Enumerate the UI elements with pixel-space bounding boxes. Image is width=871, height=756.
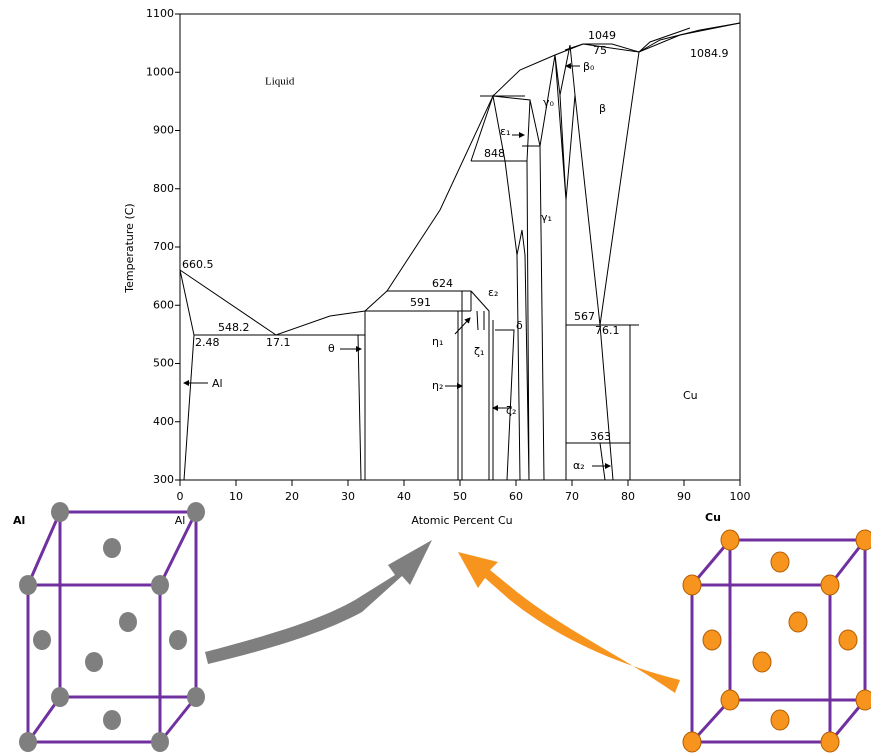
labels: 300 400 500 600 700 800 900 1000 1100 0 10 20 30 40 50… [13,7,751,527]
element-label: Cu [705,511,721,524]
x-tick-label: 0 [177,490,184,503]
annotation: θ [328,342,335,355]
annotation: Cu [683,389,698,402]
x-tick-label: 20 [285,490,299,503]
al-arrow [205,540,432,664]
x-tick-label: 80 [621,490,635,503]
annotation: 548.2 [218,321,250,334]
annotation: δ [516,319,523,332]
annotation: η₂ [432,379,443,392]
annotation: 567 [574,310,595,323]
y-tick-label: 500 [153,357,174,370]
x-end-label: Al [175,514,186,527]
annotation: Liquid [265,76,295,88]
y-tick-label: 1100 [146,7,174,20]
intermetallic-boundaries [458,45,639,480]
annotation: 848 [484,147,505,160]
theta-phase [358,311,365,480]
x-tick-label: 30 [341,490,355,503]
annotation: 624 [432,277,453,290]
annotation: 1084.9 [690,47,729,60]
y-tick-label: 300 [153,473,174,486]
y-tick-label: 600 [153,298,174,311]
x-tick-label: 60 [509,490,523,503]
annotation: γ₁ [541,211,552,224]
annotation: γ₀ [543,96,555,109]
page: 300 400 500 600 700 800 900 1000 1100 0 10 20 30 40 50… [0,0,871,756]
x-tick-label: 100 [730,490,751,503]
y-tick-label: 400 [153,415,174,428]
x-axis-label: Atomic Percent Cu [411,514,512,527]
annotation: 1049 [588,29,616,42]
annotation: ε₂ [488,286,498,299]
annotation: β₀ [583,60,595,73]
annotation: α₂ [573,459,585,472]
annotation: 660.5 [182,258,214,271]
y-tick-label: 700 [153,240,174,253]
y-tick-label: 900 [153,124,174,137]
annotation: 363 [590,430,611,443]
x-tick-label: 70 [565,490,579,503]
x-tick-label: 90 [677,490,691,503]
annotation: ζ₂ [506,404,516,417]
annotation: Al [212,377,223,390]
plot-frame [180,14,740,480]
annotation: ε₁ [500,125,510,138]
liquidus [180,23,740,335]
annotation: ζ₁ [474,345,484,358]
annotation: 591 [410,296,431,309]
annotation: 76.1 [595,324,620,337]
phase-diagram [180,14,740,480]
element-label: Al [13,514,25,527]
x-tick-label: 10 [229,490,243,503]
cu-arrow [458,552,680,693]
y-tick-label: 800 [153,182,174,195]
cu-cube [683,530,871,752]
annotation: 75 [593,44,607,57]
y-axis-label: Temperature (C) [123,203,136,293]
annotation: η₁ [432,335,443,348]
annotation: 17.1 [266,336,291,349]
annotation: 2.48 [195,336,220,349]
x-tick-label: 50 [453,490,467,503]
isotherms [194,96,639,443]
al-cube [19,502,205,752]
x-tick-label: 40 [397,490,411,503]
y-tick-label: 1000 [146,65,174,78]
al-solvus [180,270,194,480]
annotation: β [599,102,606,115]
